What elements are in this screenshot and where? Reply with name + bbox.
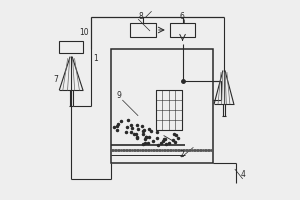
- Text: 9: 9: [116, 91, 121, 100]
- Bar: [111, 49, 213, 163]
- Text: 2: 2: [180, 150, 184, 159]
- Text: 7: 7: [53, 75, 58, 84]
- Text: 1: 1: [93, 54, 98, 63]
- Bar: [156, 90, 182, 130]
- Bar: [59, 41, 83, 53]
- Text: 10: 10: [79, 28, 88, 37]
- Text: 8: 8: [138, 12, 143, 21]
- Text: 4: 4: [241, 170, 246, 179]
- Bar: [170, 23, 195, 37]
- Text: 6: 6: [180, 12, 184, 21]
- Bar: [130, 23, 156, 37]
